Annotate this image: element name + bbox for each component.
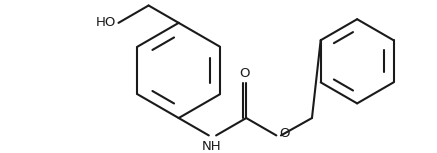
Text: NH: NH [202, 140, 222, 153]
Text: HO: HO [95, 16, 116, 29]
Text: O: O [239, 67, 250, 80]
Text: O: O [279, 127, 290, 140]
